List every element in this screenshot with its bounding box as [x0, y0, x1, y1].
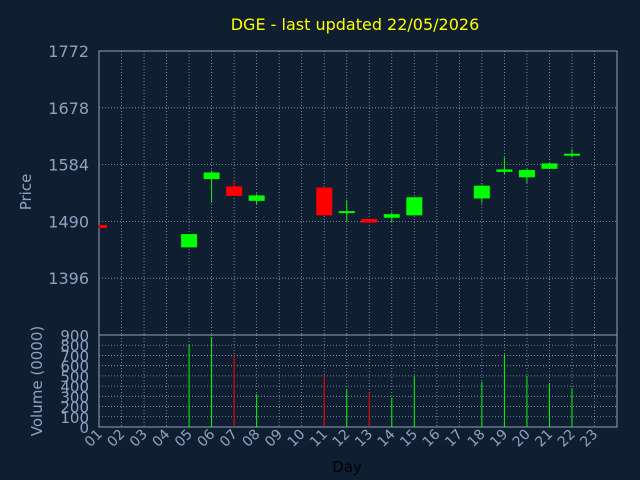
candle-01 [98, 225, 107, 229]
volume-tick-label: 200 [60, 399, 89, 417]
x-tick-label: 06 [195, 426, 219, 450]
candles [98, 148, 580, 248]
candle-13 [361, 218, 378, 223]
x-tick-label: 22 [555, 427, 579, 451]
price-axis: 1396 1490 1584 1678 1772 [48, 42, 89, 288]
volume-tick-label: 900 [60, 327, 89, 345]
candle-body [496, 169, 513, 172]
candle-15 [406, 197, 423, 216]
candle-body [99, 225, 107, 229]
price-tick-label: 1396 [48, 269, 89, 288]
candle-body [181, 234, 198, 248]
candle-body [316, 187, 333, 216]
price-axis-label: Price [17, 174, 35, 211]
x-tick-label: 21 [532, 427, 556, 451]
candle-08 [248, 193, 265, 205]
x-tick-label: 04 [149, 426, 173, 450]
x-tick-label: 19 [487, 427, 511, 451]
x-axis-label: Day [332, 458, 362, 476]
volume-tick-label: 600 [60, 358, 89, 376]
volume-tick-label: 400 [60, 378, 89, 396]
x-axis: 0102030405060708091011121314151617181920… [82, 426, 601, 450]
x-tick-label: 23 [577, 427, 601, 451]
x-tick-label: 17 [442, 427, 466, 451]
candle-body [563, 153, 580, 156]
x-tick-label: 11 [307, 427, 331, 451]
x-tick-label: 02 [104, 427, 128, 451]
candle-20 [518, 168, 535, 184]
candle-22 [563, 148, 580, 158]
candle-body [226, 186, 243, 197]
price-tick-label: 1678 [48, 99, 89, 118]
price-tick-label: 1584 [48, 156, 89, 175]
volume-plot-frame [98, 334, 618, 428]
price-tick-label: 1772 [48, 42, 89, 61]
volume-tick-label: 300 [60, 388, 89, 406]
candle-body [248, 195, 265, 201]
x-tick-label: 09 [262, 427, 286, 451]
candle-11 [316, 187, 333, 216]
candle-body [541, 163, 558, 169]
x-tick-label: 07 [217, 427, 241, 451]
volume-tick-label: 0 [79, 419, 89, 437]
volume-axis-label: Volume (0000) [28, 326, 46, 436]
volume-tick-label: 700 [60, 347, 89, 365]
volume-grid [98, 334, 618, 428]
price-plot-frame [98, 50, 618, 336]
x-tick-label: 03 [127, 427, 151, 451]
volume-tick-label: 100 [60, 409, 89, 427]
x-tick-label: 18 [465, 427, 489, 451]
candle-body [406, 197, 423, 216]
candle-body [518, 170, 535, 178]
candle-body [383, 214, 400, 218]
volume-tick-label: 800 [60, 337, 89, 355]
candle-body [361, 218, 378, 223]
x-tick-label: 15 [397, 427, 421, 451]
x-tick-label: 12 [330, 427, 354, 451]
x-tick-label: 05 [172, 427, 196, 451]
candle-05 [181, 234, 198, 248]
candle-body [203, 172, 220, 180]
chart-title: DGE - last updated 22/05/2026 [231, 15, 480, 34]
x-tick-label: 16 [420, 426, 444, 450]
candle-14 [383, 212, 400, 223]
x-tick-label: 10 [285, 427, 309, 451]
candle-07 [226, 180, 243, 197]
price-tick-label: 1490 [48, 212, 89, 231]
candle-12 [338, 200, 355, 222]
candle-body [338, 211, 355, 214]
candle-18 [473, 184, 490, 204]
volume-tick-label: 500 [60, 368, 89, 386]
x-tick-label: 08 [240, 427, 264, 451]
candle-19 [496, 157, 513, 175]
x-tick-label: 20 [510, 427, 534, 451]
candle-body [473, 185, 490, 199]
price-grid [98, 50, 618, 336]
x-tick-label: 14 [375, 426, 399, 450]
volume-bars [188, 337, 573, 427]
x-tick-label: 13 [352, 427, 376, 451]
candle-21 [541, 162, 558, 169]
candle-06 [203, 170, 220, 203]
